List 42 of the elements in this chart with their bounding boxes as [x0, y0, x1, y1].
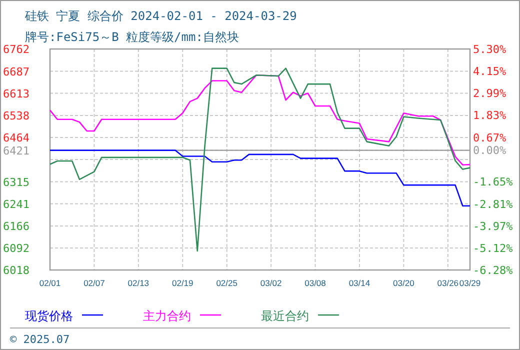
y2-tick-label: 0.00% [473, 144, 506, 158]
y-tick-label: 6421 [3, 144, 30, 158]
line-series [49, 68, 471, 252]
y-tick-label: 6018 [3, 264, 30, 277]
x-tick-label: 03/26 [437, 278, 459, 288]
x-tick-label: 03/02 [260, 278, 282, 288]
x-tick-label: 03/20 [393, 278, 415, 288]
chart-subtitle: 牌号:FeSi75～B 粒度等级/mm:自然块 [25, 30, 239, 44]
y2-tick-label: 0.67% [473, 131, 506, 144]
legend-label: 主力合约 [143, 309, 191, 323]
y2-tick-label: 2.99% [473, 87, 506, 100]
line-series [49, 150, 471, 206]
x-tick-label: 02/19 [172, 278, 194, 288]
y2-tick-label: -6.28% [473, 264, 514, 277]
y2-tick-label: -3.97% [473, 220, 514, 233]
y-tick-label: 6687 [3, 65, 30, 78]
x-tick-label: 03/29 [459, 278, 481, 288]
x-tick-label: 02/25 [216, 278, 238, 288]
y-tick-label: 6464 [3, 132, 30, 145]
y-tick-label: 6166 [3, 220, 30, 234]
y2-tick-label: -2.81% [473, 198, 514, 211]
text: © 2025.07 [10, 333, 70, 346]
y-tick-label: 6762 [3, 43, 30, 56]
y2-tick-label: -5.12% [473, 242, 514, 255]
y-tick-label: 6538 [3, 110, 30, 123]
x-tick-label: 02/01 [39, 278, 61, 288]
y-tick-label: 6613 [3, 87, 30, 100]
x-tick-label: 02/13 [128, 278, 150, 288]
y2-tick-label: 5.30% [473, 43, 506, 56]
legend-label: 现货价格 [25, 309, 73, 323]
x-tick-label: 02/07 [84, 278, 106, 288]
x-tick-label: 03/14 [348, 278, 370, 288]
y-tick-label: 6092 [3, 242, 30, 256]
legend-label: 最近合约 [261, 309, 309, 323]
y2-tick-label: 4.15% [473, 64, 506, 78]
y2-tick-label: -1.65% [473, 176, 514, 189]
y2-tick-label: 1.83% [473, 109, 506, 122]
x-tick-label: 03/08 [304, 278, 326, 288]
line-series [49, 74, 471, 166]
y-tick-label: 6315 [3, 176, 30, 189]
chart-title: 硅铁 宁夏 综合价 2024-02-01 - 2024-03-29 [24, 9, 297, 23]
y-tick-label: 6241 [3, 198, 30, 211]
